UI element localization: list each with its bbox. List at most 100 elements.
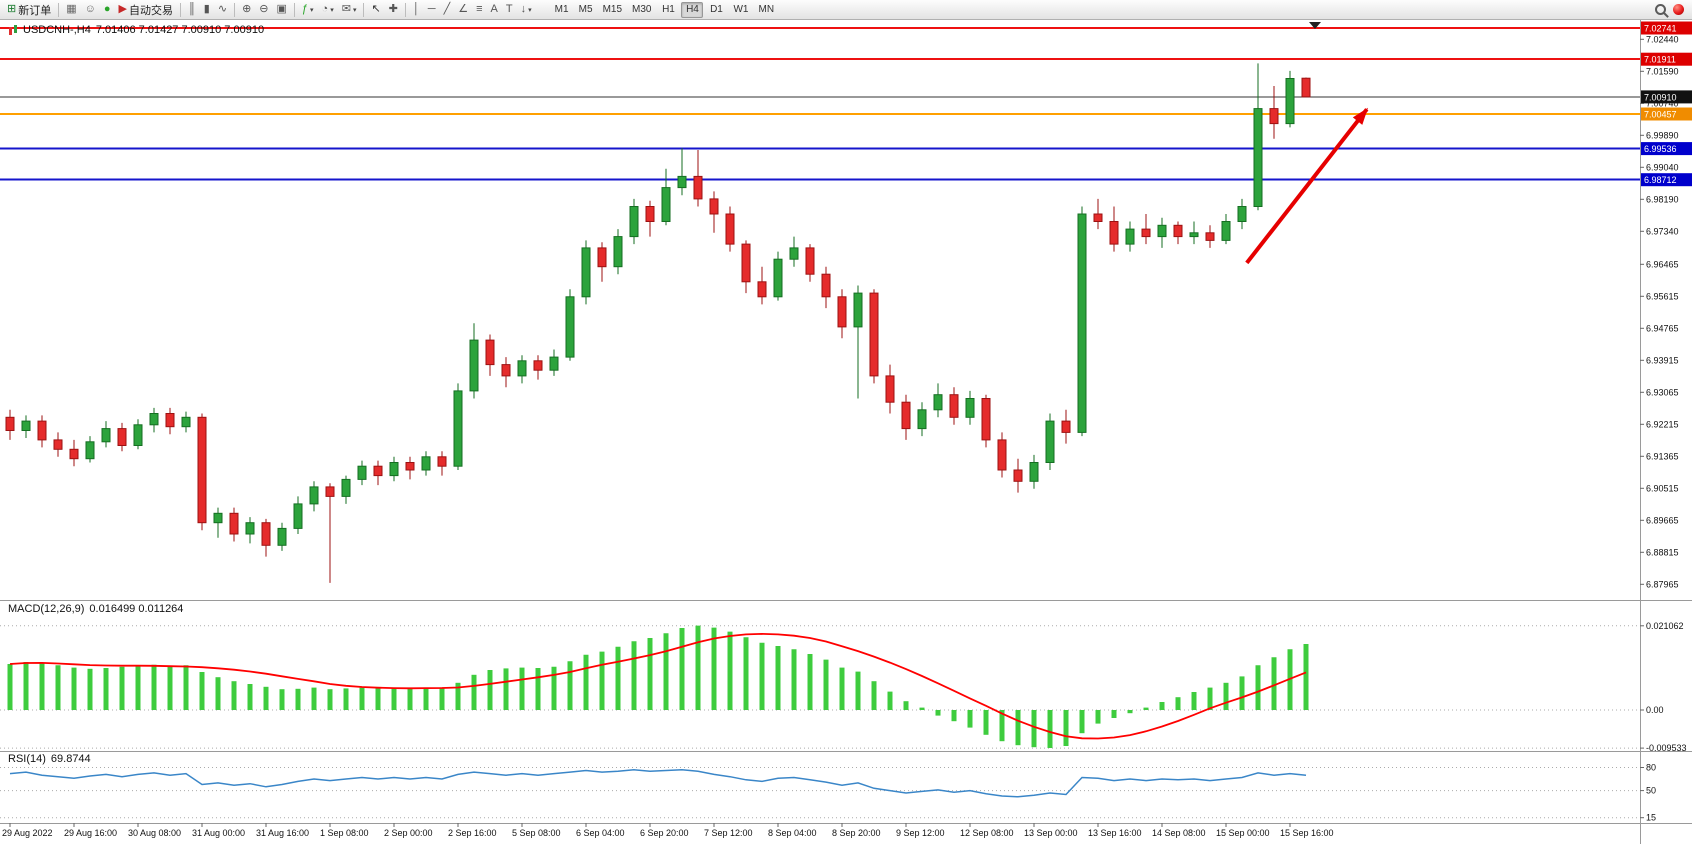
zoom-in-button[interactable]: ⊕ [238, 1, 255, 18]
candle-down [261, 522, 271, 546]
price-scale-label: 6.89665 [1646, 515, 1679, 525]
price-scale-label: 6.99890 [1646, 130, 1679, 140]
candle-down [1109, 221, 1119, 245]
vertical-line-button[interactable]: │ [409, 1, 424, 18]
fibonacci-icon: ≡ [476, 3, 483, 15]
horizontal-line-icon: ─ [427, 3, 436, 15]
candle-down [325, 486, 335, 497]
macd-scale-label: 0.021062 [1646, 621, 1684, 631]
fibonacci-button[interactable]: ≡ [472, 1, 486, 18]
candlestick-series [5, 63, 1311, 583]
trend-arrow-head [1352, 107, 1369, 125]
periods-button[interactable]: ◔ ▾ [318, 1, 338, 18]
timeframe-m5-button[interactable]: M5 [575, 2, 597, 18]
candle-down [725, 213, 735, 245]
label-icon: T [505, 3, 513, 15]
periods-icon: ◔ [321, 3, 329, 15]
crosshair-button[interactable]: ✚ [385, 1, 402, 18]
chart-canvas[interactable]: 7.024407.015907.007406.998906.990406.981… [0, 20, 1692, 844]
line-chart-icon: ∿ [217, 3, 228, 15]
time-label: 13 Sep 00:00 [1024, 828, 1078, 838]
timeframe-d1-button[interactable]: D1 [705, 2, 727, 18]
resistance-2-price-text: 7.01911 [1644, 55, 1676, 65]
candlestick-chart-button[interactable]: ▮ [200, 1, 214, 18]
timeframe-m15-button[interactable]: M15 [599, 2, 626, 18]
candle-up [517, 360, 527, 377]
rsi-line [9, 769, 1307, 798]
chevron-down-icon: ▾ [310, 6, 314, 14]
candle-up [133, 424, 143, 446]
timeframe-toolbar: M1 M5 M15 M30 H1 H4 D1 W1 MN [550, 0, 779, 19]
chart-shift-marker[interactable] [1309, 22, 1321, 29]
price-scale-label: 6.87965 [1646, 579, 1679, 589]
support-orange-price-text: 7.00457 [1644, 110, 1677, 120]
current-price-price-box [1641, 90, 1692, 104]
candle-up [677, 175, 687, 189]
new-order-button[interactable]: ⊞ 新订单 [3, 1, 55, 18]
candle-up [917, 409, 927, 430]
time-label: 9 Sep 12:00 [896, 828, 945, 838]
support-blue-1-price-box [1641, 142, 1692, 156]
price-scale-label: 6.93065 [1646, 387, 1679, 397]
charts-window-icon: ▦ [66, 3, 77, 15]
timeframe-m1-button[interactable]: M1 [551, 2, 573, 18]
autotrade-button[interactable]: ▶ 自动交易 [115, 1, 177, 18]
support-blue-2-price-box [1641, 173, 1692, 187]
cursor-button[interactable]: ↖ [367, 1, 384, 18]
trend-arrow-line[interactable] [1245, 108, 1369, 265]
bar-chart-button[interactable]: ║ [184, 1, 200, 18]
arrows-button[interactable]: ↓ ▾ [517, 1, 536, 18]
search-icon[interactable] [1655, 4, 1666, 15]
text-button[interactable]: A [486, 1, 501, 18]
timeframe-mn-button[interactable]: MN [754, 2, 778, 18]
timeframe-w1-button[interactable]: W1 [729, 2, 752, 18]
channel-button[interactable]: ∠ [454, 1, 472, 18]
candle-down [53, 439, 63, 450]
templates-button[interactable]: ✉ ▾ [338, 1, 361, 18]
candle-down [757, 281, 767, 298]
price-scale-label: 7.02440 [1646, 34, 1679, 44]
label-button[interactable]: T [502, 1, 517, 18]
tile-windows-button[interactable]: ▣ [273, 1, 291, 18]
candle-up [1045, 420, 1055, 464]
line-chart-button[interactable]: ∿ [214, 1, 231, 18]
horizontal-line-button[interactable]: ─ [424, 1, 440, 18]
refresh-button[interactable]: ● [100, 1, 115, 18]
candle-up [1157, 224, 1167, 238]
candle-up [277, 527, 287, 546]
timeframe-h4-button[interactable]: H4 [681, 1, 704, 18]
price-scale-label: 6.94765 [1646, 323, 1679, 333]
notification-icon[interactable] [1673, 4, 1684, 15]
candle-up [85, 441, 95, 460]
zoom-out-button[interactable]: ⊖ [255, 1, 272, 18]
timeframe-h1-button[interactable]: H1 [657, 2, 679, 18]
time-label: 5 Sep 08:00 [512, 828, 561, 838]
candle-down [837, 296, 847, 328]
candle-down [997, 439, 1007, 471]
candle-down [597, 247, 607, 268]
charts-window-button[interactable]: ▦ [62, 1, 80, 18]
price-scale-label: 6.95615 [1646, 291, 1679, 301]
resistance-1-price-box [1641, 21, 1692, 35]
candle-up [245, 522, 255, 535]
profile-button[interactable]: ☺ [81, 1, 100, 18]
candle-up [613, 236, 623, 268]
resistance-1-price-text: 7.02741 [1644, 24, 1677, 34]
candle-down [1301, 77, 1311, 98]
candle-up [21, 420, 31, 432]
trendline-icon: ╱ [443, 3, 451, 15]
indicators-button[interactable]: ƒ ▾ [298, 1, 318, 18]
current-price-price-text: 7.00910 [1644, 92, 1677, 102]
candle-up [1285, 78, 1295, 125]
trendline-button[interactable]: ╱ [440, 1, 455, 18]
time-label: 31 Aug 16:00 [256, 828, 309, 838]
timeframe-m30-button[interactable]: M30 [628, 2, 655, 18]
toolbar-right [1655, 0, 1689, 19]
rsi-scale-label: 50 [1646, 786, 1656, 796]
candle-up [629, 206, 639, 238]
macd-signal-line [9, 632, 1307, 740]
candle-up [293, 503, 303, 529]
time-label: 8 Sep 20:00 [832, 828, 881, 838]
candle-down [949, 394, 959, 418]
candle-down [1205, 232, 1215, 241]
